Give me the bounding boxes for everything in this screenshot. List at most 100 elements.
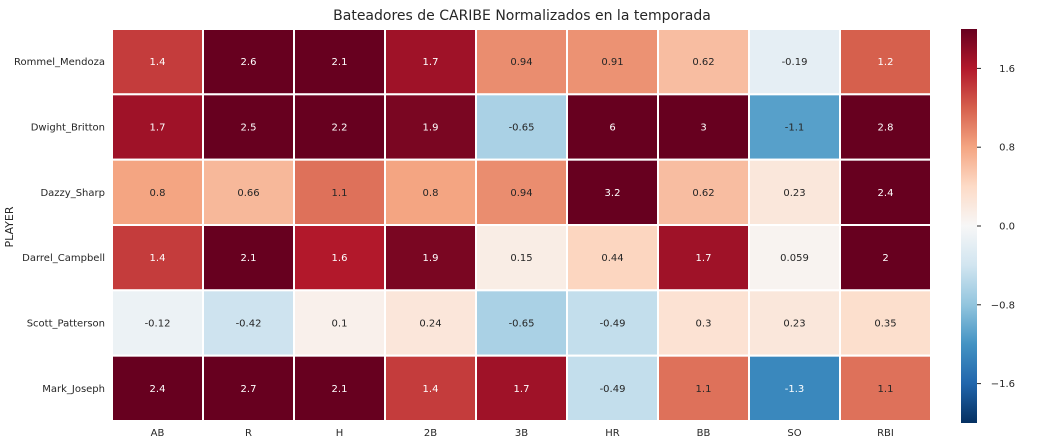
cell-value-label: 2.5: [241, 123, 257, 134]
y-axis-label: PLAYER: [3, 206, 16, 247]
cell-value-label: 0.44: [601, 253, 623, 264]
cell-value-label: 1.7: [696, 253, 712, 264]
heatmap-cell: [384, 158, 477, 227]
cell-value-label: 0.35: [874, 319, 896, 330]
heatmap-cell: [293, 158, 386, 227]
cell-value-label: 3: [700, 123, 706, 134]
cell-value-label: 6: [609, 123, 615, 134]
cell-value-label: -0.12: [145, 319, 171, 330]
heatmap-cell: [111, 158, 204, 227]
cell-value-label: 0.24: [419, 319, 441, 330]
heatmap-cell: [839, 93, 932, 161]
cell-value-label: 1.1: [332, 188, 348, 199]
cell-value-label: 2.7: [241, 384, 257, 395]
cell-value-label: 1.2: [878, 57, 894, 68]
heatmap-cell: [202, 158, 295, 227]
colorbar-tick-label: 0.0: [999, 222, 1015, 233]
cell-value-label: 0.23: [783, 319, 805, 330]
heatmap-cell: [293, 354, 386, 422]
cell-value-label: 1.7: [514, 384, 530, 395]
chart-title: Bateadores de CARIBE Normalizados en la …: [333, 8, 711, 24]
cell-value-label: 1.9: [423, 253, 439, 264]
x-tick-label: HR: [605, 428, 620, 439]
cell-value-label: 1.6: [332, 253, 348, 264]
cell-value-label: -0.65: [509, 319, 535, 330]
colorbar-tick-label: 0.8: [999, 143, 1015, 154]
colorbar-ticks: 1.6 0.8 0.0 −0.8 −1.6: [977, 64, 1015, 390]
heatmap-cell: [748, 354, 841, 422]
heatmap-cell: [475, 354, 568, 422]
heatmap-cell: [839, 224, 932, 292]
cell-value-label: 0.62: [692, 57, 714, 68]
cell-value-label: 0.3: [696, 319, 712, 330]
cell-value-label: 1.4: [150, 57, 166, 68]
cell-value-label: 1.4: [150, 253, 166, 264]
cell-value-label: 1.9: [423, 123, 439, 134]
cell-value-label: 0.23: [783, 188, 805, 199]
cell-value-label: -0.49: [600, 384, 626, 395]
x-tick-label: SO: [787, 428, 801, 439]
cell-value-label: -0.65: [509, 123, 535, 134]
heatmap-cell: [566, 354, 659, 422]
heatmap-cells: 1.4 2.6 2.1 1.7 0.94 0.91 0.62 -0.19 1.2 1.7 2.5 2.…: [111, 28, 932, 422]
cell-value-label: -1.1: [785, 123, 805, 134]
cell-value-label: 1.7: [423, 57, 439, 68]
cell-value-label: 2.2: [332, 123, 348, 134]
cell-value-label: 1.4: [423, 384, 439, 395]
cell-value-label: 2: [882, 253, 888, 264]
y-tick-label: Dazzy_Sharp: [40, 188, 105, 199]
cell-value-label: 0.8: [423, 188, 439, 199]
x-tick-label: 3B: [515, 428, 528, 439]
y-tick-label: Dwight_Britton: [31, 123, 105, 134]
colorbar: [961, 29, 977, 423]
heatmap-cell: [475, 93, 568, 161]
heatmap-cell: [202, 354, 295, 422]
cell-value-label: 2.1: [332, 384, 348, 395]
heatmap-cell: [202, 28, 295, 96]
cell-value-label: 3.2: [605, 188, 621, 199]
cell-value-label: 1.1: [696, 384, 712, 395]
cell-value-label: 2.8: [878, 123, 894, 134]
x-tick-label: H: [336, 428, 344, 439]
heatmap-cell: [839, 158, 932, 227]
heatmap-cell: [384, 289, 477, 357]
heatmap-cell: [566, 28, 659, 96]
y-tick-label: Scott_Patterson: [27, 319, 105, 330]
cell-value-label: 0.91: [601, 57, 623, 68]
heatmap-cell: [293, 93, 386, 161]
y-axis-ticks: Rommel_Mendoza Dwight_Britton Dazzy_Sharp D…: [14, 57, 105, 395]
cell-value-label: 0.66: [237, 188, 259, 199]
heatmap-cell: [111, 224, 204, 292]
y-tick-label: Mark_Joseph: [42, 384, 105, 395]
heatmap-cell: [111, 354, 204, 422]
y-tick-label: Rommel_Mendoza: [14, 57, 105, 68]
cell-value-label: 0.8: [150, 188, 166, 199]
x-tick-label: AB: [151, 428, 165, 439]
cell-value-label: 2.4: [878, 188, 894, 199]
cell-value-label: 2.1: [241, 253, 257, 264]
cell-value-label: 0.94: [510, 188, 532, 199]
heatmap-cell: [475, 158, 568, 227]
heatmap-cell: [111, 93, 204, 161]
heatmap-cell: [111, 28, 204, 96]
cell-value-label: -0.49: [600, 319, 626, 330]
cell-value-label: 1.1: [878, 384, 894, 395]
heatmap-cell: [202, 224, 295, 292]
heatmap-cell: [566, 289, 659, 357]
cell-value-label: 0.059: [780, 253, 809, 264]
y-tick-label: Darrel_Campbell: [22, 253, 105, 264]
heatmap-cell: [657, 93, 750, 161]
heatmap-cell: [839, 354, 932, 422]
cell-value-label: 2.1: [332, 57, 348, 68]
heatmap-cell: [748, 93, 841, 161]
cell-value-label: 2.4: [150, 384, 166, 395]
x-tick-label: R: [245, 428, 252, 439]
x-axis-ticks: AB R H 2B 3B HR BB SO RBI: [151, 428, 894, 439]
heatmap-cell: [384, 224, 477, 292]
cell-value-label: 0.15: [510, 253, 532, 264]
cell-value-label: 0.62: [692, 188, 714, 199]
x-tick-label: 2B: [424, 428, 437, 439]
cell-value-label: 2.6: [241, 57, 257, 68]
colorbar-tick-label: 1.6: [999, 64, 1015, 75]
